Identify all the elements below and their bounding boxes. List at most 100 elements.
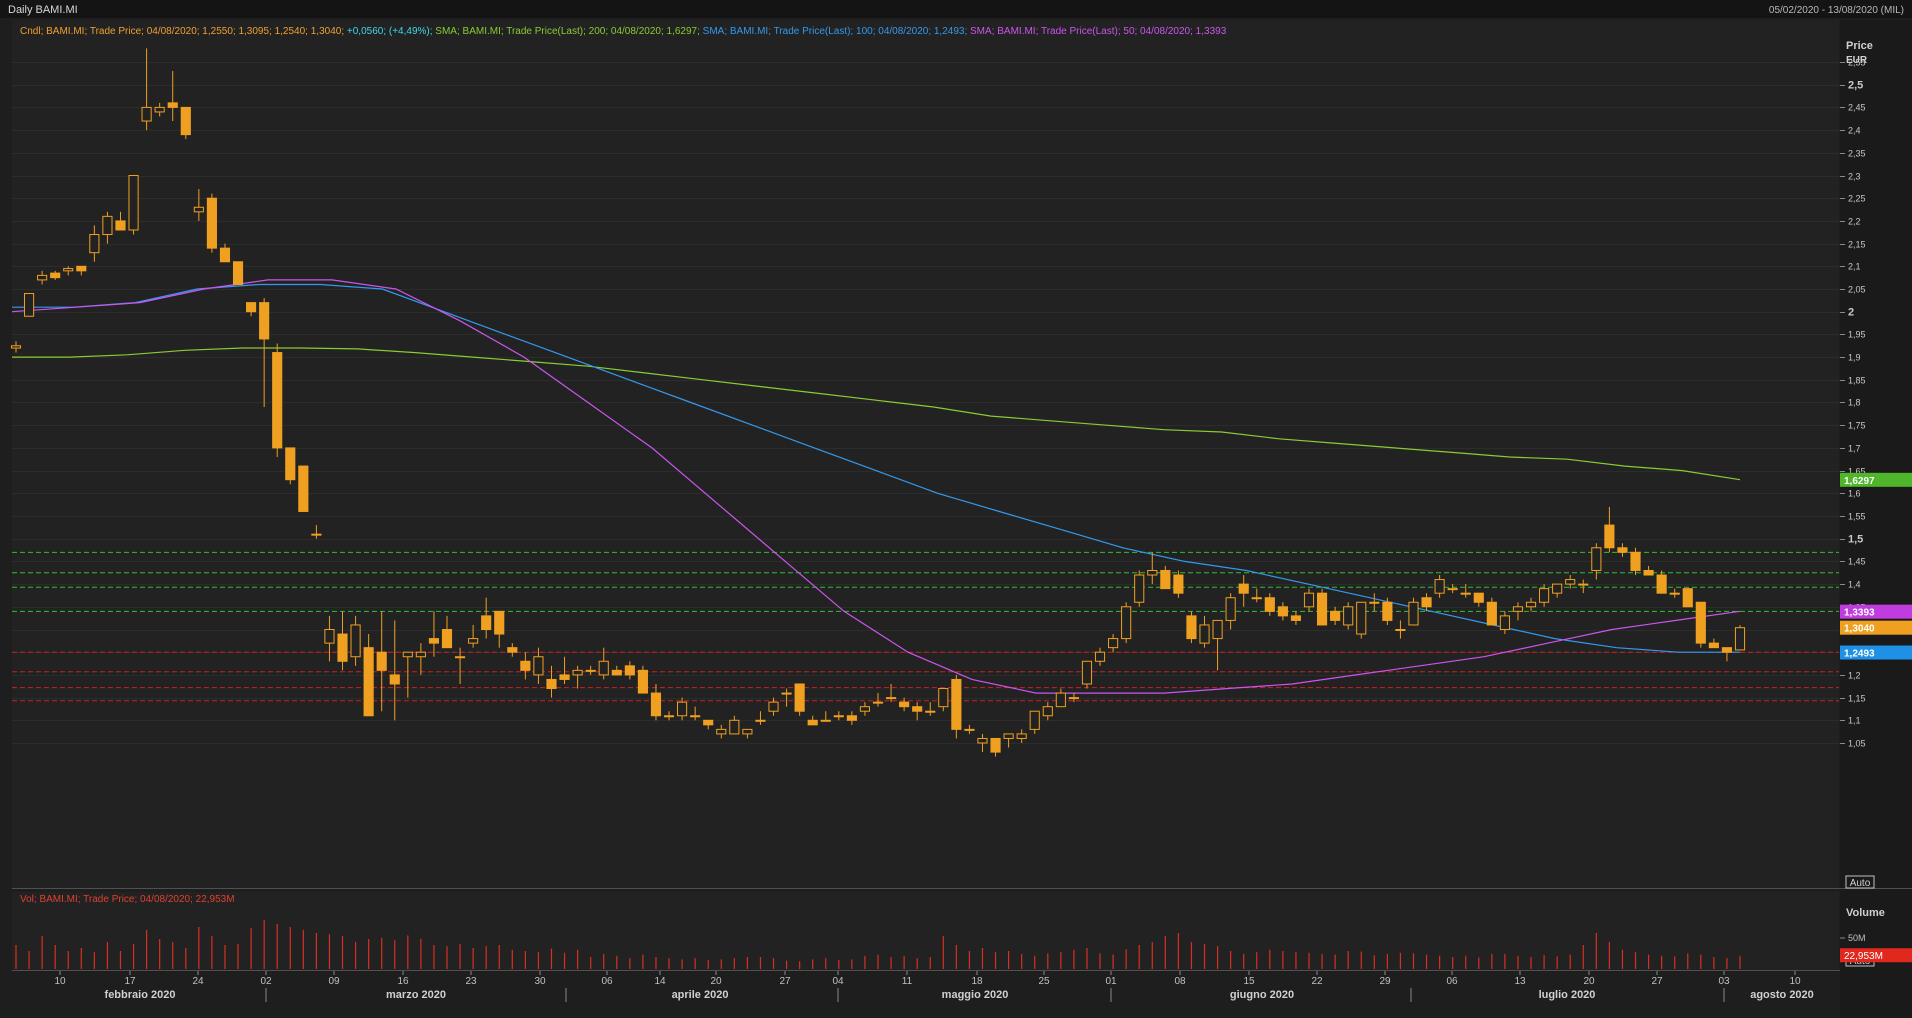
candle-body-up: [1552, 583, 1563, 594]
volume-legend: Vol; BAMI.MI; Trade Price; 04/08/2020; 2…: [20, 894, 235, 905]
candle-body-down: [1290, 615, 1302, 621]
volume-tick-50m: 50M: [1848, 933, 1866, 943]
volume-axis-title: Volume: [1846, 907, 1885, 919]
candle-body-down: [246, 302, 257, 313]
candle-body-up: [1591, 547, 1602, 571]
candle: [546, 665, 557, 698]
candle: [350, 615, 361, 666]
candle: [833, 711, 844, 721]
candle: [1382, 597, 1393, 625]
candle-body-up: [872, 701, 884, 704]
candle: [859, 702, 871, 716]
price-tick-label: 2,35: [1848, 149, 1866, 159]
candle-body-down: [1160, 569, 1171, 590]
price-axis-area[interactable]: [1840, 20, 1912, 1018]
candle: [102, 211, 113, 244]
candle: [389, 620, 400, 721]
candle-body-up: [1029, 710, 1040, 730]
price-tick-label: 2,1: [1848, 262, 1861, 272]
candle: [637, 665, 648, 694]
candle: [1277, 602, 1288, 621]
candle-body-up: [1460, 592, 1471, 595]
candle: [1330, 606, 1341, 625]
candle: [1225, 593, 1236, 630]
month-label: maggio 2020: [942, 989, 1009, 1001]
candle-body-down: [337, 633, 348, 662]
candle-body-up: [742, 728, 753, 735]
candle: [964, 724, 975, 734]
price-tick-label: 2,4: [1848, 126, 1861, 136]
support-lines: [12, 551, 1839, 702]
candle: [219, 243, 231, 263]
candle-body-down: [1382, 601, 1393, 621]
candle: [1578, 579, 1589, 594]
candle-body-down: [115, 220, 126, 231]
day-label: 06: [1446, 976, 1458, 987]
sma50-line: [11, 279, 1741, 694]
candle-body-up: [585, 669, 596, 672]
day-label: 09: [328, 976, 340, 987]
legend-sma50: SMA; BAMI.MI; Trade Price(Last); 50; 04/…: [967, 26, 1226, 37]
moving-averages: [11, 279, 1741, 694]
price-auto-button[interactable]: [1845, 875, 1875, 889]
candle-body-down: [1330, 610, 1341, 621]
candle: [703, 719, 714, 730]
candle: [246, 302, 257, 317]
candle-body-down: [428, 638, 440, 644]
candle-body-down: [167, 102, 178, 108]
price-tick-label: 1,4: [1848, 580, 1861, 590]
candle-body-down: [1486, 601, 1497, 626]
candle-body-down: [507, 647, 518, 653]
candle: [1369, 593, 1380, 612]
legend-cndl: Cndl; BAMI.MI; Trade Price; 04/08/2020; …: [20, 26, 344, 37]
candle-body-down: [206, 197, 217, 249]
legend-sma100: SMA; BAMI.MI; Trade Price(Last); 100; 04…: [700, 26, 967, 37]
candle: [1656, 570, 1667, 594]
candle: [1147, 552, 1158, 585]
price-tick-label: 1,95: [1848, 330, 1866, 340]
candle: [951, 674, 962, 739]
candle: [807, 715, 818, 726]
candle-body-down: [1277, 606, 1288, 617]
candle: [1186, 611, 1197, 644]
candle: [259, 298, 270, 408]
candle-body-up: [23, 293, 35, 317]
legend-change: +0,0560; (+4,49%);: [344, 26, 432, 37]
candle-body-up: [154, 106, 165, 113]
candle: [1134, 570, 1145, 607]
candle: [768, 697, 779, 716]
volume-panel[interactable]: [12, 892, 1839, 970]
candle: [1003, 733, 1014, 748]
volume-tag: 22,953M: [1840, 948, 1912, 963]
candle: [624, 661, 635, 680]
price-tag-label: 1,3393: [1844, 608, 1875, 619]
candle-body-up: [938, 688, 949, 708]
price-axis-ticks: 2,55 2,5 2,45 2,4 2,35 2,3 2,25 2,2 2,15 2,1 2,05 2…: [1840, 58, 1866, 749]
day-label: 08: [1174, 976, 1186, 987]
candle-body-up: [859, 706, 871, 712]
candle: [1617, 543, 1628, 557]
candle: [468, 624, 479, 648]
day-label: 24: [192, 976, 204, 987]
price-tick-label: 1,1: [1848, 716, 1861, 726]
candle-body-down: [389, 674, 400, 685]
candle-body-up: [141, 106, 152, 122]
candle: [742, 728, 753, 739]
candle-body-down: [1708, 642, 1719, 649]
candle: [1408, 597, 1419, 626]
candle: [925, 702, 936, 716]
candle: [1695, 601, 1706, 648]
candle: [415, 643, 426, 675]
candle: [912, 702, 923, 721]
candle: [1016, 729, 1027, 743]
candle-body-down: [624, 665, 635, 676]
price-tick-label: 2,2: [1848, 217, 1861, 227]
candle: [441, 615, 453, 649]
day-label: 20: [710, 976, 722, 987]
candle-body-up: [1121, 606, 1132, 640]
candle-body-up: [977, 737, 988, 744]
candle: [232, 261, 244, 285]
candle-body-up: [311, 533, 322, 536]
candle: [1591, 543, 1602, 580]
